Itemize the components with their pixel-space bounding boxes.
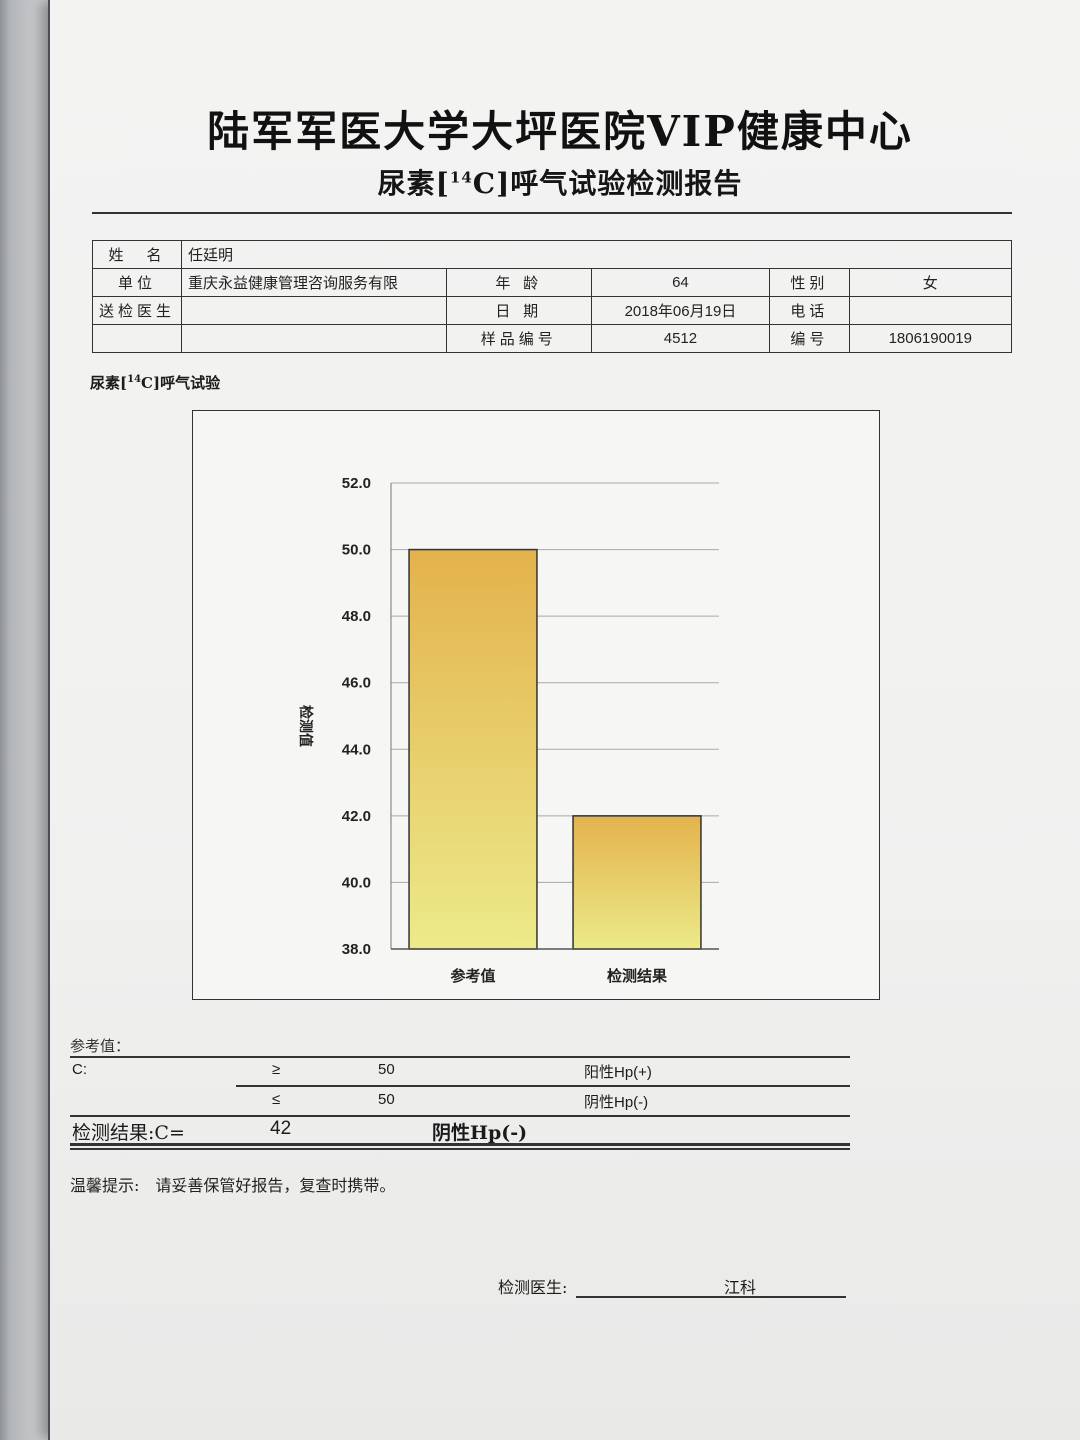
title-divider [92,212,1012,214]
patient-age: 64 [590,268,771,297]
positive-result: 阳性Hp(+) [584,1064,652,1081]
sex-label: 性别 [769,268,850,297]
y-tick-label: 44.0 [342,741,371,758]
result-bottom-rule [70,1143,850,1146]
y-axis-ticks: 38.0 40.0 42.0 44.0 46.0 48.0 50.0 52.0 [342,475,371,958]
result-text: 阴性Hp(-) [432,1122,528,1144]
signature-block: 检测医生: 江科 [498,1274,848,1304]
phone-label: 电话 [769,296,850,325]
y-tick-label: 52.0 [342,475,371,492]
result-top-rule [70,1115,850,1117]
positive-threshold: 50 [378,1061,395,1078]
c-label: C: [72,1061,87,1078]
id-label: 编号 [769,324,850,353]
patient-unit: 重庆永益健康管理咨询服务有限 [181,268,447,297]
y-tick-label: 40.0 [342,874,371,891]
patient-sex: 女 [848,268,1013,297]
chart-heading-suffix: C]呼气试验 [141,374,221,392]
age-label: 年 龄 [445,268,592,297]
sample-label: 样品编号 [445,324,592,353]
referring-doctor [181,296,447,325]
report-subtitle: 尿素[14C]呼气试验检测报告 [300,162,820,202]
subtitle-prefix: 尿素[ [377,167,450,200]
subtitle-suffix: C]呼气试验检测报告 [472,167,743,200]
info-row: 样品编号 4512 编号 1806190019 [91,324,1013,353]
doctor-label: 送检医生 [91,296,183,325]
y-tick-label: 50.0 [342,542,371,559]
y-tick-label: 42.0 [342,808,371,825]
result-label: 检测结果:C= [72,1122,185,1144]
signature-label: 检测医生: [498,1278,568,1297]
reference-title: 参考值： [70,1037,131,1055]
hospital-title: 陆军军医大学大坪医院VIP健康中心 [207,107,913,156]
lte-operator: ≤ [272,1091,281,1108]
warm-tip: 温馨提示: 请妥善保管好报告，复查时携带。 [70,1176,396,1195]
result-value: 42 [270,1118,292,1139]
negative-result: 阴性Hp(-) [584,1094,649,1111]
reference-mid-rule [236,1085,850,1087]
reference-top-rule [70,1056,850,1058]
gte-operator: ≥ [272,1061,281,1078]
x-category-label: 参考值 [450,967,495,985]
x-category-label: 检测结果 [607,967,668,985]
info-row: 单位 重庆永益健康管理咨询服务有限 年 龄 64 性别 女 [91,268,1013,297]
chart-heading-isotope: 14 [127,374,142,385]
test-date: 2018年06月19日 [590,296,771,325]
patient-info-table: 姓 名 任廷明 单位 重庆永益健康管理咨询服务有限 年 龄 64 性别 女 送检… [91,240,1013,353]
result-bottom-rule-2 [70,1148,850,1150]
unit-label: 单位 [91,268,183,297]
date-label: 日 期 [445,296,592,325]
reference-row-negative: ≤ 50 阴性Hp(-) [70,1091,850,1117]
signature-name: 江科 [724,1278,757,1297]
subtitle-isotope: 14 [449,168,473,187]
chart-heading: 尿素[14C]呼气试验 [90,372,220,393]
sample-number: 4512 [590,324,771,353]
reference-row-positive: C: ≥ 50 阳性Hp(+) [70,1061,850,1087]
y-tick-label: 46.0 [342,675,371,692]
empty-cell [181,324,447,353]
bar-reference-value [408,548,538,950]
x-axis-labels: 参考值 检测结果 [450,967,668,985]
info-row: 送检医生 日 期 2018年06月19日 电话 [91,296,1013,325]
patient-phone [848,296,1013,325]
y-tick-label: 38.0 [342,941,371,958]
y-axis-title: 检测值 [297,705,314,747]
bar-chart: 38.0 40.0 42.0 44.0 46.0 48.0 50.0 52.0 参考值 检测结果… [297,475,719,985]
y-tick-label: 48.0 [342,608,371,625]
bar-test-result [572,815,702,950]
report-id: 1806190019 [848,324,1013,353]
patient-name: 任廷明 [181,240,1012,269]
chart-frame: 38.0 40.0 42.0 44.0 46.0 48.0 50.0 52.0 参考值 检测结果… [192,410,880,1000]
chart-heading-prefix: 尿素[ [90,374,128,392]
negative-threshold: 50 [378,1091,395,1108]
signature-line [576,1296,846,1298]
empty-cell [91,324,183,353]
result-row: 检测结果:C= 42 阴性Hp(-) [70,1118,850,1144]
name-label: 姓 名 [91,240,183,269]
info-row: 姓 名 任廷明 [91,240,1012,269]
